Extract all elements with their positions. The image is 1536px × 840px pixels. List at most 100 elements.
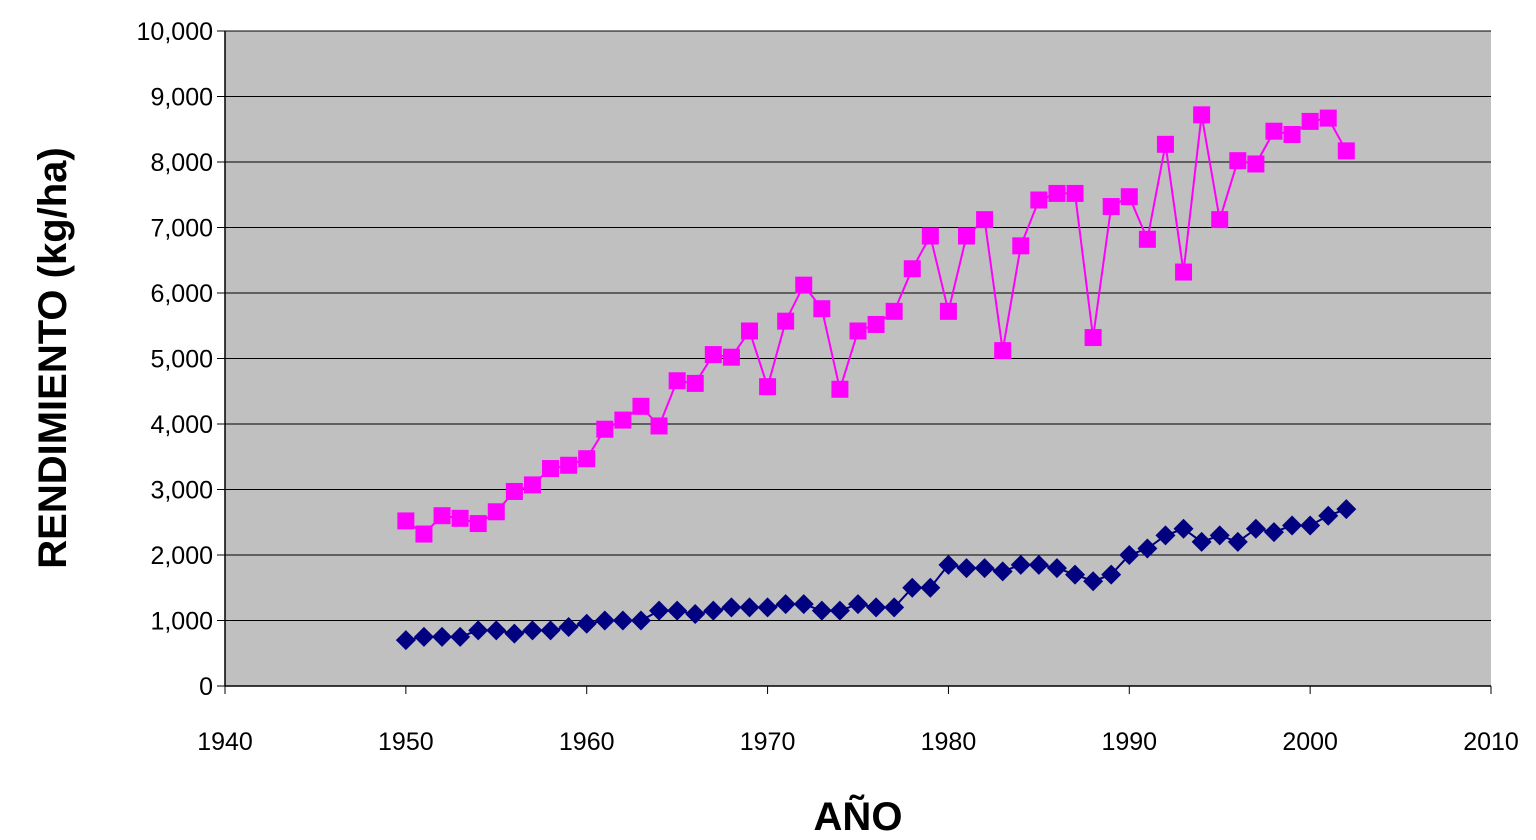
data-point-diamond xyxy=(630,610,651,631)
data-point-square xyxy=(994,342,1012,360)
data-point-square xyxy=(831,380,849,398)
data-point-diamond xyxy=(612,610,633,631)
x-tick-label: 1970 xyxy=(740,728,796,756)
data-point-diamond xyxy=(1155,525,1176,546)
data-point-diamond xyxy=(1010,554,1031,575)
data-point-square xyxy=(1337,142,1355,160)
data-point-square xyxy=(1247,155,1265,173)
data-point-square xyxy=(1138,230,1156,248)
data-point-square xyxy=(976,211,994,229)
y-tick-label: 2,000 xyxy=(150,542,213,570)
data-point-diamond xyxy=(1318,505,1339,526)
x-axis-title: AÑO xyxy=(814,793,903,839)
data-point-diamond xyxy=(739,597,760,618)
data-point-square xyxy=(939,302,957,320)
data-point-square xyxy=(1319,109,1337,127)
data-point-diamond xyxy=(974,558,995,579)
data-point-diamond xyxy=(866,597,887,618)
data-point-diamond xyxy=(540,620,561,641)
data-point-diamond xyxy=(721,597,742,618)
data-point-diamond xyxy=(1119,545,1140,565)
y-tick-label: 6,000 xyxy=(150,280,213,308)
data-point-square xyxy=(632,397,650,415)
data-point-square xyxy=(885,302,903,320)
series-square xyxy=(397,106,1355,543)
data-point-square xyxy=(487,503,505,521)
data-point-square xyxy=(1030,191,1048,209)
data-point-square xyxy=(686,374,704,392)
y-tick-label: 5,000 xyxy=(150,346,213,374)
x-tick-label: 1980 xyxy=(921,728,977,756)
data-point-square xyxy=(1301,112,1319,130)
x-tick-label: 1990 xyxy=(1101,728,1157,756)
tick-labels: 0 1,000 2,000 3,000 4,000 5,000 6,000 7,000 8,00… xyxy=(137,18,1519,756)
data-point-diamond xyxy=(1245,518,1266,539)
series-group xyxy=(395,106,1357,651)
data-point-diamond xyxy=(1137,538,1158,559)
data-point-square xyxy=(578,450,596,468)
data-point-square xyxy=(1084,329,1102,347)
data-point-square xyxy=(433,507,451,525)
data-point-diamond xyxy=(504,623,525,644)
data-point-diamond xyxy=(667,600,688,621)
y-tick-label: 0 xyxy=(199,673,213,701)
data-point-diamond xyxy=(848,594,868,615)
data-point-square xyxy=(1066,184,1084,202)
data-point-square xyxy=(1102,198,1120,216)
data-point-diamond xyxy=(1263,522,1284,543)
data-point-diamond xyxy=(992,561,1013,582)
data-point-square xyxy=(542,460,560,478)
data-point-diamond xyxy=(1046,558,1067,579)
y-axis-title: RENDIMIENTO (kg/ha) xyxy=(31,147,75,569)
data-point-square xyxy=(795,276,813,294)
data-point-diamond xyxy=(1227,531,1248,552)
data-point-square xyxy=(1265,122,1283,140)
data-point-diamond xyxy=(902,577,923,598)
data-point-square xyxy=(740,322,758,340)
data-point-square xyxy=(415,525,433,543)
data-point-diamond xyxy=(450,626,471,647)
data-point-square xyxy=(704,346,722,364)
y-tick-label: 7,000 xyxy=(150,215,213,243)
data-point-square xyxy=(722,348,740,366)
y-tick-label: 4,000 xyxy=(150,411,213,439)
data-point-diamond xyxy=(1300,515,1321,536)
data-point-diamond xyxy=(920,577,941,598)
data-point-square xyxy=(451,509,469,527)
data-point-diamond xyxy=(829,600,850,621)
data-point-square xyxy=(759,378,777,396)
data-point-diamond xyxy=(413,626,434,647)
data-point-diamond xyxy=(757,597,778,618)
data-point-square xyxy=(1048,184,1066,202)
x-tick-label: 1950 xyxy=(378,728,434,756)
data-point-square xyxy=(849,322,867,340)
data-point-square xyxy=(1175,263,1193,281)
data-point-diamond xyxy=(811,600,832,621)
data-point-diamond xyxy=(703,600,724,621)
y-tick-label: 10,000 xyxy=(137,18,213,46)
data-point-square xyxy=(1229,152,1247,170)
data-point-square xyxy=(813,300,831,318)
gridlines xyxy=(225,30,1491,621)
data-point-square xyxy=(1156,135,1174,153)
data-point-square xyxy=(560,456,578,474)
data-point-diamond xyxy=(594,610,615,631)
data-point-diamond xyxy=(1065,564,1086,585)
x-tick-label: 2010 xyxy=(1463,728,1519,756)
data-point-diamond xyxy=(522,620,543,641)
data-point-diamond xyxy=(1336,499,1357,520)
data-point-diamond xyxy=(1028,554,1049,575)
data-point-diamond xyxy=(1083,571,1104,592)
data-point-square xyxy=(777,312,795,330)
data-point-diamond xyxy=(956,558,977,579)
data-point-diamond xyxy=(576,613,597,634)
y-tick-label: 9,000 xyxy=(150,84,213,112)
data-point-diamond xyxy=(558,617,579,638)
data-point-square xyxy=(505,482,523,500)
data-point-diamond xyxy=(432,626,453,647)
axes xyxy=(217,30,1492,694)
data-point-diamond xyxy=(793,594,814,615)
data-point-square xyxy=(1012,237,1030,255)
data-point-square xyxy=(1211,211,1229,229)
x-tick-label: 1940 xyxy=(197,728,253,756)
